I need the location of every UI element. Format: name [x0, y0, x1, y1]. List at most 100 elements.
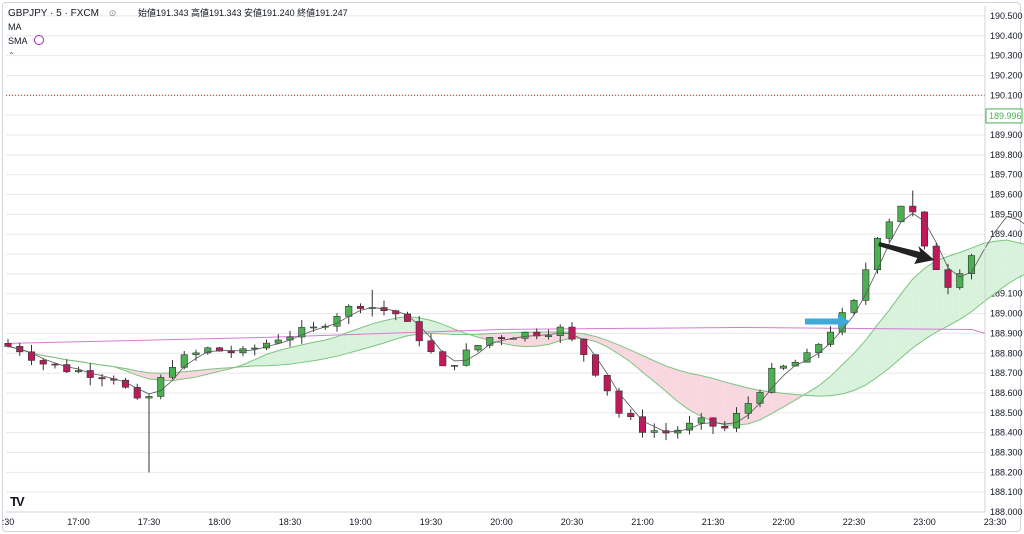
eye-icon[interactable]: ⊙	[108, 8, 117, 18]
time-tick-label: 17:30	[138, 517, 161, 527]
legend-symbol-row[interactable]: GBPJPY · 5 · FXCM ⊙ 始値191.343 高値191.343 …	[8, 6, 348, 20]
symbol-title[interactable]: GBPJPY · 5 · FXCM	[8, 8, 99, 19]
ma-band-fill	[337, 332, 349, 357]
price-tick-label: 188.800	[990, 348, 1023, 358]
candle-down	[215, 347, 224, 352]
chevron-up-icon[interactable]: ⌃	[8, 51, 15, 60]
candle-up	[251, 347, 259, 350]
ma-band-fill	[360, 323, 373, 350]
candle-up	[486, 337, 494, 346]
price-tick-label: 188.600	[990, 388, 1023, 398]
price-tick-label: 189.800	[990, 150, 1023, 160]
price-tick-label: 190.300	[990, 51, 1023, 61]
candle-down	[627, 413, 635, 417]
candle-up	[204, 347, 212, 354]
candle-up	[685, 422, 694, 431]
price-tick-label: 190.500	[990, 11, 1023, 21]
time-tick-label: 19:00	[349, 517, 372, 527]
candle-down	[920, 211, 929, 247]
tradingview-logo[interactable]: TV	[10, 494, 25, 509]
ma-band-fill	[995, 240, 1007, 294]
price-tick-label: 188.100	[990, 487, 1023, 497]
candle-down	[27, 351, 36, 361]
candle-up	[192, 352, 200, 356]
candle-down	[98, 377, 106, 380]
legend-indicator-sma[interactable]: SMA	[8, 34, 348, 48]
ma-band-fill	[912, 268, 925, 348]
time-tick-label: 17:00	[67, 517, 90, 527]
ma-band-fill	[278, 347, 290, 366]
candle-up	[450, 365, 459, 367]
ma-band-fill	[818, 376, 831, 397]
ma-band-fill	[924, 260, 937, 340]
ma-band-fill	[137, 370, 149, 379]
ma-band-fill	[830, 364, 843, 396]
candle-down	[909, 205, 917, 213]
ma-band-fill	[325, 336, 337, 359]
candle-up	[180, 354, 188, 368]
candle-down	[427, 340, 435, 352]
candle-up	[850, 300, 858, 313]
ma-band-fill	[948, 252, 960, 326]
ma-band-fill	[207, 368, 220, 375]
candle-down	[497, 337, 506, 340]
candle-up	[697, 417, 705, 424]
annotation-arrow-dark	[878, 241, 935, 264]
ohlc-values: 始値191.343 高値191.343 安値191.240 終値191.247	[137, 8, 348, 18]
ma-band-fill	[384, 318, 396, 343]
ma-band-fill	[677, 370, 690, 411]
candle-up	[168, 367, 177, 378]
candle-up	[885, 221, 893, 239]
ma-band-fill	[666, 365, 678, 402]
indicator-sma-label: SMA	[8, 36, 28, 46]
candle-up	[897, 205, 905, 223]
ma-band-fill	[184, 370, 196, 379]
candle-down	[415, 321, 423, 342]
candle-down	[615, 390, 623, 414]
ma-band-fill	[854, 340, 866, 391]
candle-up	[779, 365, 788, 369]
time-tick-label: 23:00	[913, 517, 936, 527]
ma-band-fill	[701, 375, 713, 422]
price-tick-label: 190.100	[990, 90, 1023, 100]
candle-up	[274, 339, 282, 344]
candle-up	[768, 367, 776, 393]
time-tick-label: 22:00	[772, 517, 795, 527]
price-tick-label: 189.500	[990, 209, 1023, 219]
legend-collapse[interactable]: ⌃	[8, 48, 348, 62]
price-tick-label: 188.300	[990, 447, 1023, 457]
price-tick-label: 188.900	[990, 328, 1023, 338]
time-tick-label: 20:30	[561, 517, 584, 527]
ma-band-fill	[1006, 240, 1019, 285]
ma-band-fill	[125, 368, 138, 376]
candle-down	[533, 331, 541, 337]
ma-band-fill	[266, 350, 279, 366]
price-tick-label: 188.500	[990, 408, 1023, 418]
ma-band-fill	[442, 324, 455, 335]
candle-down	[638, 416, 647, 433]
price-tick-label: 189.600	[990, 190, 1023, 200]
candle-up	[462, 349, 470, 366]
price-tick-label: 188.400	[990, 428, 1023, 438]
candle-up	[862, 269, 870, 301]
candle-down	[580, 338, 588, 355]
price-tick-label: 189.000	[990, 309, 1023, 319]
legend-indicator-ma[interactable]: MA	[8, 20, 348, 34]
candle-down	[133, 386, 141, 399]
ma-band-fill	[290, 344, 302, 365]
ma-band-fill	[301, 342, 314, 363]
candle-up	[309, 326, 318, 329]
ma-band-fill	[889, 294, 901, 369]
price-tick-label: 189.100	[990, 289, 1023, 299]
ma-band-fill	[607, 340, 619, 355]
time-tick-label: 22:30	[843, 517, 866, 527]
loading-spinner-icon	[33, 35, 44, 45]
annotation-arrow-blue	[805, 314, 850, 329]
candle-down	[591, 354, 600, 376]
candle-down	[603, 374, 611, 392]
candle-up	[298, 327, 306, 338]
candle-up	[544, 335, 553, 337]
time-tick-label: :30	[2, 517, 15, 527]
ma-band-fill	[630, 350, 643, 373]
